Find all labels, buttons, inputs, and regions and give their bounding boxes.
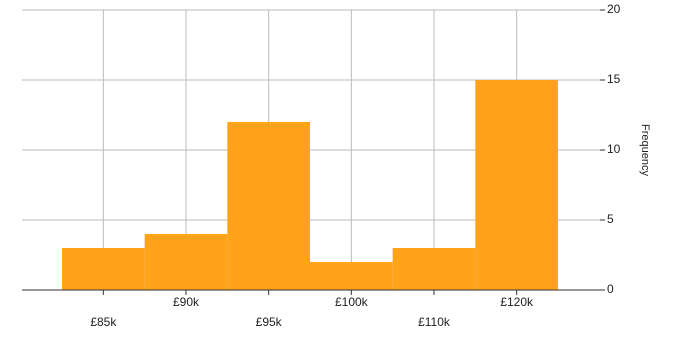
bar	[310, 262, 393, 290]
bar	[392, 248, 476, 290]
y-axis-label: Frequency	[639, 124, 651, 176]
y-tick-label: 5	[607, 212, 614, 226]
x-tick-label: £85k	[90, 315, 117, 329]
y-tick-label: 20	[607, 2, 621, 16]
bar	[227, 122, 310, 290]
bar	[62, 248, 145, 290]
x-tick-label: £95k	[256, 315, 283, 329]
y-tick-label: 10	[607, 142, 621, 156]
x-tick-label: £110k	[418, 315, 451, 329]
bar	[144, 234, 228, 290]
x-tick-label: £90k	[173, 295, 200, 309]
x-tick-label: £120k	[500, 295, 534, 309]
bar	[475, 80, 558, 290]
y-tick-label: 0	[607, 282, 614, 296]
y-tick-label: 15	[607, 72, 621, 86]
x-tick-label: £100k	[335, 295, 369, 309]
